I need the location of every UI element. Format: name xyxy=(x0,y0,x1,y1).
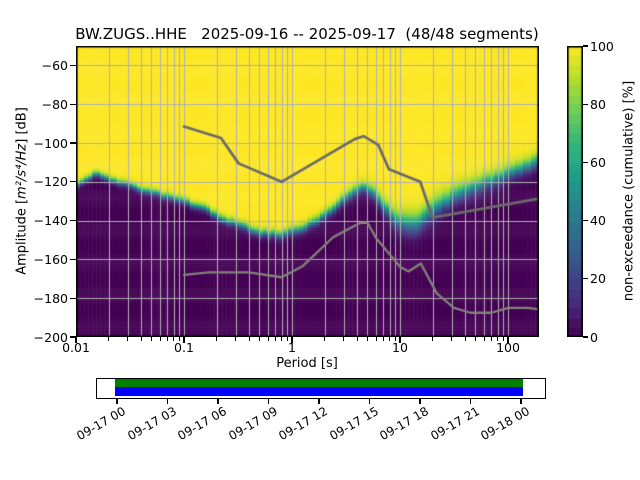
y-tick-label: −60 xyxy=(41,57,68,73)
x-minor-tick xyxy=(464,337,466,341)
x-minor-tick xyxy=(483,337,485,341)
x-axis-label: Period [s] xyxy=(276,356,338,371)
x-minor-tick xyxy=(394,337,396,341)
timeline-date-label: 09-18 00 xyxy=(478,404,532,444)
x-minor-tick xyxy=(356,337,358,341)
x-minor-tick xyxy=(474,337,476,341)
y-tick-label: −100 xyxy=(33,135,68,151)
y-tick-label: −200 xyxy=(33,329,68,345)
x-minor-tick xyxy=(497,337,499,341)
x-minor-tick xyxy=(258,337,260,341)
timeline-date-label: 09-17 03 xyxy=(124,404,179,444)
x-minor-tick xyxy=(281,337,283,341)
colorbar-tick-label: 0 xyxy=(590,329,598,345)
x-minor-tick xyxy=(166,337,168,341)
x-tick xyxy=(399,337,401,343)
timeline-date-label: 09-17 18 xyxy=(377,404,431,444)
timeline-tick xyxy=(217,398,219,404)
timeline-date-label: 09-17 21 xyxy=(427,404,482,444)
timeline-date-label: 09-17 15 xyxy=(326,404,381,444)
y-tick xyxy=(70,219,76,222)
x-tick-label: 1 xyxy=(288,340,296,355)
x-minor-tick xyxy=(490,337,492,341)
colorbar-tick xyxy=(583,45,588,47)
x-minor-tick xyxy=(140,337,142,341)
y-tick xyxy=(70,258,76,261)
colorbar-tick-label: 60 xyxy=(590,154,606,170)
x-minor-tick xyxy=(216,337,217,341)
timeline-tick xyxy=(368,398,371,404)
x-minor-tick xyxy=(343,337,345,341)
y-tick xyxy=(70,297,76,299)
timeline-tick xyxy=(318,398,320,404)
colorbar-tick-label: 80 xyxy=(590,96,606,112)
x-minor-tick xyxy=(248,337,250,341)
colorbar-tick-label: 20 xyxy=(590,271,606,287)
x-minor-tick xyxy=(235,337,237,341)
colorbar-tick xyxy=(583,336,588,338)
timeline-tick xyxy=(166,398,169,404)
y-tick-label: −140 xyxy=(33,213,68,229)
x-minor-tick xyxy=(159,337,161,341)
colorbar-tick-label: 40 xyxy=(590,213,606,229)
timeline-tick xyxy=(419,398,421,404)
timeline-date-label: 09-17 00 xyxy=(74,404,128,444)
x-minor-tick xyxy=(432,337,433,341)
timeline-tick xyxy=(267,398,270,404)
plot-title: BW.ZUGS..HHE 2025-09-16 -- 2025-09-17 (4… xyxy=(75,25,539,43)
x-minor-tick xyxy=(178,337,180,341)
timeline-coverage-strip xyxy=(114,387,523,397)
y-tick xyxy=(70,336,76,338)
timeline-date-label: 09-17 09 xyxy=(225,404,280,444)
y-tick-label: −80 xyxy=(41,96,68,112)
timeline-segments-strip xyxy=(114,378,523,388)
colorbar-tick xyxy=(583,161,588,163)
x-minor-tick xyxy=(382,337,384,341)
x-minor-tick xyxy=(108,337,109,341)
timeline-date-label: 09-17 06 xyxy=(175,404,229,444)
colorbar-tick xyxy=(583,103,588,105)
x-minor-tick xyxy=(451,337,453,341)
ppsd-heatmap-canvas xyxy=(76,46,539,337)
x-minor-tick xyxy=(324,337,325,341)
x-minor-tick xyxy=(274,337,276,341)
x-minor-tick xyxy=(375,337,377,341)
timeline-tick xyxy=(520,398,522,404)
y-tick xyxy=(70,181,76,183)
y-tick-label: −160 xyxy=(33,251,68,267)
x-minor-tick xyxy=(286,337,288,341)
colorbar-tick xyxy=(583,278,588,280)
y-tick xyxy=(70,103,76,105)
x-tick xyxy=(183,337,185,343)
y-tick-label: −120 xyxy=(33,174,68,190)
colorbar-label: non-exceedance (cumulative) [%] xyxy=(621,80,637,302)
x-minor-tick xyxy=(502,337,504,341)
y-tick-label: −180 xyxy=(33,290,68,306)
x-minor-tick xyxy=(150,337,152,341)
x-minor-tick xyxy=(389,337,391,341)
y-tick xyxy=(70,142,76,144)
y-axis-label-units: m²/s⁴/Hz xyxy=(14,143,30,199)
y-tick xyxy=(70,64,76,67)
y-axis-label: Amplitude [m²/s⁴/Hz] [dB] xyxy=(15,107,30,275)
x-tick xyxy=(75,337,77,343)
timeline-bar xyxy=(95,377,546,399)
timeline-tick xyxy=(116,398,118,404)
colorbar-canvas xyxy=(567,46,583,337)
colorbar-tick-label: 100 xyxy=(590,38,614,54)
x-tick-label: 10 xyxy=(392,340,408,355)
x-tick-label: 100 xyxy=(496,340,520,355)
x-minor-tick xyxy=(366,337,368,341)
x-tick xyxy=(507,337,509,343)
timeline-tick xyxy=(469,398,472,404)
x-minor-tick xyxy=(127,337,129,341)
x-minor-tick xyxy=(267,337,269,341)
x-tick xyxy=(291,337,293,343)
x-tick-label: 0.1 xyxy=(174,340,194,355)
timeline-date-label: 09-17 12 xyxy=(276,404,330,444)
x-minor-tick xyxy=(173,337,175,341)
colorbar-tick xyxy=(583,220,588,222)
x-tick-label: 0.01 xyxy=(62,340,90,355)
